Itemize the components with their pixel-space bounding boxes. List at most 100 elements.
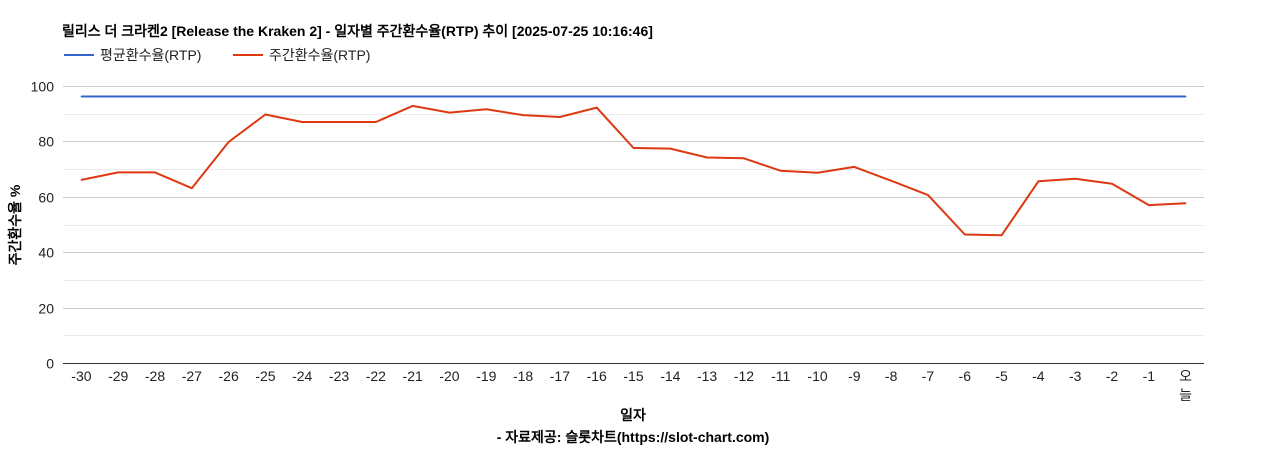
data-point-weekly [227,141,230,143]
x-tick-label: -29 [108,368,128,384]
data-point-average [301,95,304,98]
data-point-weekly [706,156,708,159]
series-lines [80,95,1187,237]
data-point-weekly [411,105,414,107]
x-tick-label: -5 [995,368,1008,384]
x-tick-label: -22 [366,368,386,384]
source-credit: - 자료제공: 슬롯차트(https://slot-chart.com) [497,429,770,445]
x-tick-label: -2 [1106,368,1119,384]
data-point-average [964,95,966,98]
x-tick-label: -23 [329,368,349,384]
data-point-average [117,95,119,98]
data-point-weekly [743,157,745,160]
data-point-average [80,95,83,98]
data-point-weekly [448,111,451,114]
x-tick-label: -8 [885,368,898,384]
data-point-weekly [191,187,193,189]
data-point-average [411,95,414,98]
data-point-weekly [375,121,377,123]
data-point-average [927,95,929,98]
x-tick-label: -10 [807,368,827,384]
data-point-weekly [117,171,119,174]
x-tick-label: -7 [922,368,935,384]
x-tick-label: -12 [734,368,754,384]
data-point-average [632,95,635,98]
legend-label-average: 평균환수율(RTP) [100,47,201,63]
data-point-weekly [154,171,156,174]
data-point-average [1037,95,1040,98]
data-point-average [338,95,340,98]
data-point-average [743,95,745,98]
data-point-weekly [632,147,635,149]
data-point-weekly [559,116,561,118]
x-tick-label: -16 [587,368,607,384]
x-tick-label: -25 [255,368,275,384]
data-point-weekly [522,114,524,116]
data-point-average [1111,95,1113,98]
data-point-weekly [1000,234,1003,237]
data-point-weekly [853,166,856,168]
y-tick-label: 40 [38,245,54,261]
x-tick-label: -21 [403,368,423,384]
x-tick-label: -13 [697,368,717,384]
data-point-weekly [1037,180,1040,183]
data-point-average [1184,95,1187,98]
y-tick-label: 0 [46,356,54,372]
data-point-weekly [301,121,304,123]
x-tick-label: -4 [1032,368,1045,384]
data-point-average [264,95,267,98]
data-point-weekly [1184,202,1187,204]
data-point-average [1148,95,1150,98]
data-point-weekly [816,171,819,174]
series-line-weekly [81,104,1186,237]
y-tick-label: 100 [31,79,55,95]
data-point-weekly [779,170,782,172]
x-tick-label: -14 [660,368,680,384]
data-point-average [779,95,782,98]
x-tick-label: -28 [145,368,165,384]
data-point-average [816,95,819,98]
x-tick-label: -11 [771,368,790,384]
data-point-weekly [264,113,267,116]
x-tick-label: -9 [848,368,861,384]
data-point-average [669,95,672,98]
y-axis-ticks: 0 20 40 60 80 100 [31,79,55,372]
data-point-average [1074,95,1076,98]
data-point-average [227,95,230,98]
data-point-weekly [1148,204,1150,206]
x-tick-label: -6 [959,368,972,384]
data-point-average [890,95,892,98]
legend: 평균환수율(RTP) 주간환수율(RTP) [64,47,370,63]
x-tick-label: -1 [1143,368,1156,384]
data-point-average [485,95,488,98]
data-point-average [853,95,856,98]
data-point-weekly [927,194,929,196]
x-tick-label: -15 [623,368,643,384]
x-tick-label: -27 [182,368,202,384]
data-point-weekly [890,179,892,182]
x-tick-label: -20 [439,368,459,384]
x-tick-label: -30 [71,368,91,384]
data-point-weekly [1111,183,1113,185]
x-tick-label: -17 [550,368,570,384]
data-point-average [595,95,598,98]
x-tick-label: -18 [513,368,533,384]
chart-title: 릴리스 더 크라켄2 [Release the Kraken 2] - 일자별 … [62,23,653,39]
data-point-average [522,95,524,98]
x-axis-ticks: -30 -29 -28 -27 -26 -25 -24 -23 -22 -21 -20 -19 -18 -… [71,368,1192,403]
y-axis-title: 주간환수율 % [7,184,23,265]
data-point-weekly [964,233,966,236]
x-tick-label: -24 [292,368,312,384]
x-tick-label: -26 [219,368,239,384]
grid [63,86,1204,336]
data-point-average [154,95,156,98]
data-point-weekly [595,106,598,109]
data-point-average [559,95,561,98]
data-point-weekly [1074,178,1076,180]
data-point-weekly [338,121,340,123]
y-tick-label: 60 [38,190,54,206]
data-point-weekly [80,179,83,181]
data-point-average [191,95,193,98]
x-tick-label: -3 [1069,368,1082,384]
